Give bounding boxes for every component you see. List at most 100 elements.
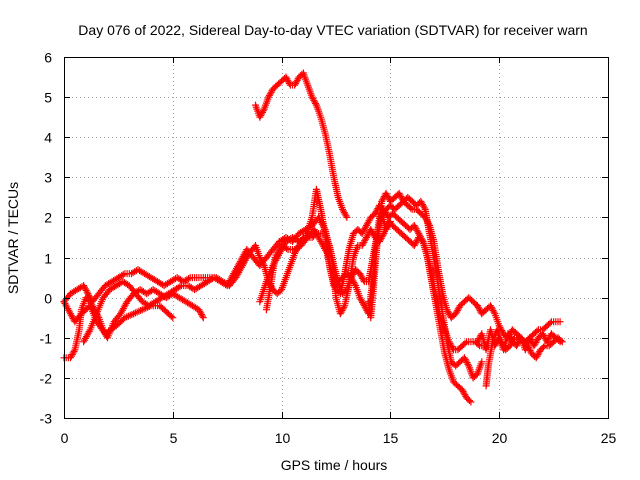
data-point	[365, 217, 373, 225]
data-point	[81, 283, 88, 291]
data-point	[67, 352, 75, 360]
data-point	[532, 339, 540, 347]
data-point	[285, 78, 293, 86]
data-point	[285, 80, 293, 87]
data-point	[364, 218, 372, 226]
data-point	[291, 81, 299, 89]
data-point	[340, 303, 348, 311]
data-point	[453, 308, 461, 316]
data-point	[526, 347, 534, 355]
series-track-2	[60, 286, 207, 362]
data-point	[135, 307, 143, 315]
data-point	[412, 238, 420, 246]
x-tick-label: 5	[170, 430, 178, 446]
data-point	[336, 310, 344, 318]
x-tick-label: 20	[492, 430, 508, 446]
data-point	[342, 212, 350, 220]
data-point	[411, 240, 419, 248]
data-point	[417, 234, 425, 242]
data-point	[359, 240, 367, 248]
data-point	[461, 339, 469, 347]
data-point	[338, 307, 346, 314]
data-point	[420, 204, 428, 212]
data-point	[386, 219, 394, 227]
data-point	[351, 280, 359, 288]
data-point	[311, 98, 319, 106]
series-track-7	[252, 69, 351, 221]
data-point	[312, 100, 319, 107]
data-point	[369, 229, 377, 237]
data-point	[379, 196, 387, 204]
data-point	[417, 197, 425, 205]
data-point	[411, 223, 419, 231]
y-tick-label: 6	[44, 50, 52, 66]
data-point	[99, 326, 107, 334]
data-point	[128, 311, 136, 318]
x-axis-label: GPS time / hours	[281, 457, 388, 473]
data-point	[497, 338, 505, 346]
data-point	[67, 311, 75, 319]
data-point	[416, 231, 424, 239]
data-point	[348, 275, 356, 283]
data-point	[82, 286, 90, 294]
y-tick-label: -1	[40, 331, 53, 347]
data-point	[258, 110, 266, 118]
data-point	[363, 222, 370, 229]
data-point	[460, 354, 468, 362]
data-point	[362, 223, 370, 231]
data-point	[185, 275, 193, 283]
data-point	[340, 209, 348, 217]
series-track-6	[262, 201, 475, 406]
data-point	[558, 338, 566, 346]
data-point	[467, 398, 475, 406]
data-point	[535, 349, 543, 357]
data-point	[395, 189, 403, 197]
y-tick-label: 3	[44, 170, 52, 186]
plot-frame	[64, 57, 609, 419]
data-point	[196, 307, 204, 315]
data-point	[420, 202, 427, 210]
data-point	[339, 305, 347, 313]
data-point	[506, 342, 514, 350]
data-point	[360, 238, 368, 246]
data-point	[458, 386, 466, 394]
data-point	[140, 305, 148, 313]
y-tick-label: 0	[44, 291, 52, 307]
data-point	[396, 191, 404, 199]
data-point	[463, 359, 471, 367]
data-point	[343, 213, 351, 221]
data-point	[85, 291, 93, 299]
data-point	[83, 288, 91, 296]
data-point	[362, 235, 370, 243]
data-point	[137, 307, 145, 314]
data-point	[386, 218, 394, 225]
data-point	[339, 207, 347, 215]
data-point	[357, 271, 365, 279]
data-point	[167, 312, 175, 320]
data-point	[283, 245, 290, 252]
data-point	[505, 332, 513, 340]
data-point	[349, 277, 357, 285]
data-point	[495, 322, 503, 330]
x-tick-label: 25	[601, 430, 617, 446]
data-point	[510, 335, 518, 343]
data-point	[466, 397, 473, 405]
data-point	[292, 78, 300, 86]
axis-ticks: 0 5 10 15 20 25 -3 -2 -1 0 1 2 3 4 5 6	[40, 50, 617, 447]
data-point	[524, 343, 532, 351]
data-point	[540, 331, 548, 339]
data-point	[359, 228, 367, 236]
data-point	[384, 193, 392, 201]
data-point	[358, 297, 366, 305]
data-point	[419, 201, 427, 209]
data-point	[504, 334, 512, 342]
data-point	[259, 107, 267, 115]
data-point	[513, 342, 521, 350]
data-point	[546, 319, 554, 327]
data-point	[489, 307, 497, 314]
chart-title: Day 076 of 2022, Sidereal Day-to-day VTE…	[78, 22, 587, 38]
series-track-8	[365, 209, 394, 322]
x-tick-label: 0	[61, 430, 69, 446]
data-point	[490, 308, 498, 316]
